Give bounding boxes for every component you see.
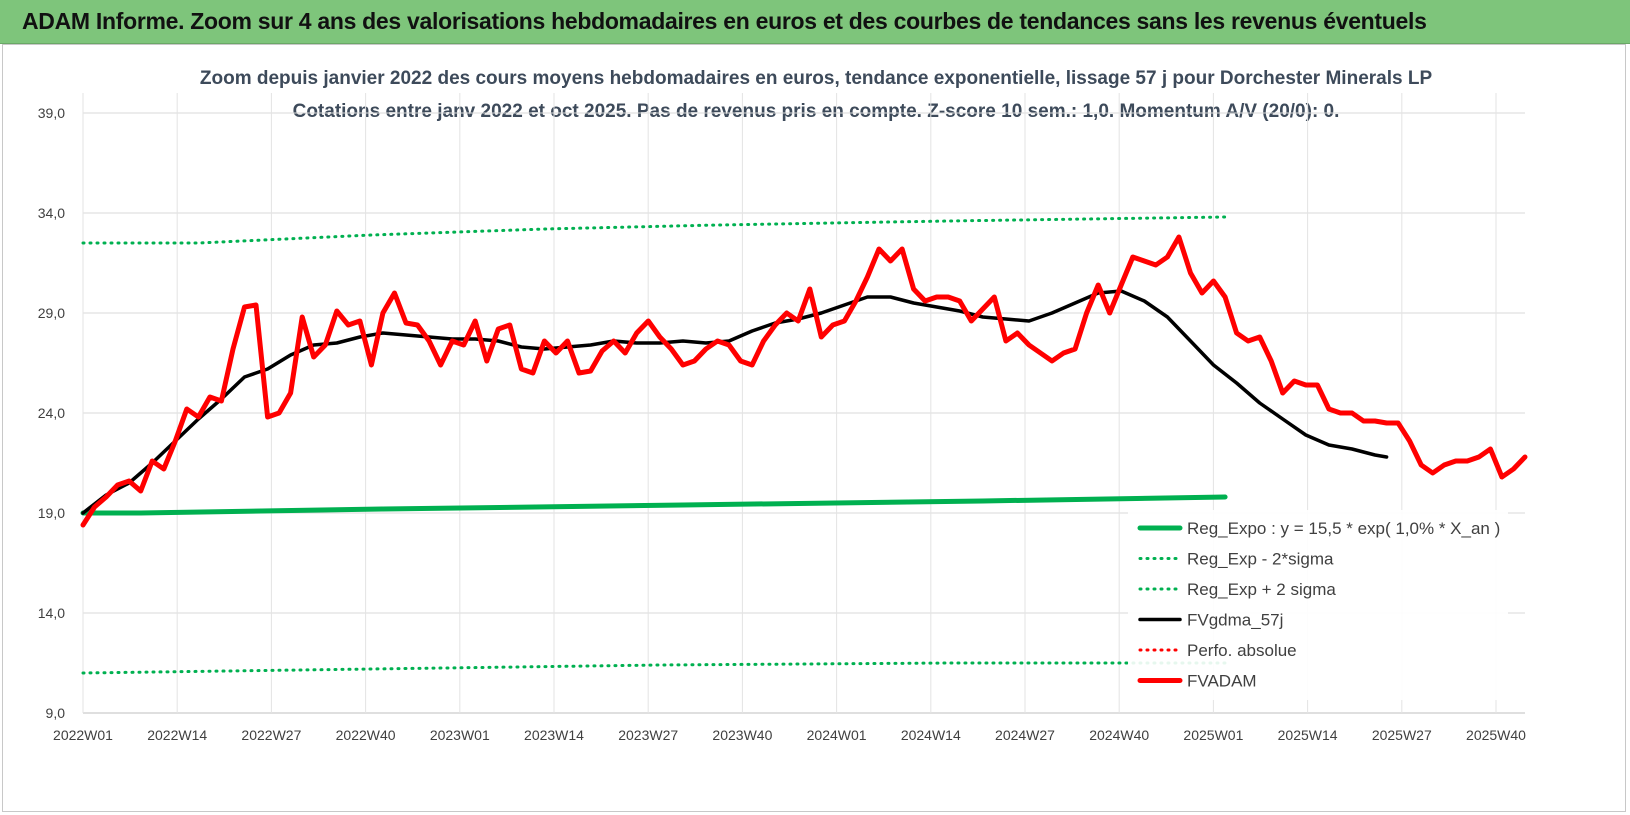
x-tick-label: 2024W01 [807,727,867,743]
y-axis-ticks: 9,0 14,0 19,0 24,0 29,0 34,0 39,0 [38,105,65,721]
y-tick-label: 39,0 [38,105,65,121]
x-tick-label: 2022W14 [147,727,207,743]
page-title: ADAM Informe. Zoom sur 4 ans des valoris… [22,8,1427,34]
x-tick-label: 2024W27 [995,727,1055,743]
series-group [80,215,1528,675]
y-tick-label: 19,0 [38,505,65,521]
y-tick-label: 24,0 [38,405,65,421]
series-line-reg-exp-2-sigma [81,661,1227,675]
series-line-reg-exp-2-sigma [81,215,1227,245]
x-tick-label: 2025W01 [1183,727,1243,743]
series-line-fvgdma-57j [81,289,1389,515]
x-tick-label: 2022W01 [53,727,113,743]
legend-entry: Perfo. absolue [1187,641,1297,660]
header-banner: ADAM Informe. Zoom sur 4 ans des valoris… [0,0,1630,44]
x-tick-label: 2023W27 [618,727,678,743]
x-tick-label: 2025W27 [1372,727,1432,743]
series-line-fvadam [80,234,1528,528]
y-tick-label: 14,0 [38,605,65,621]
y-tick-label: 9,0 [46,705,66,721]
chart-subtitle: Cotations entre janv 2022 et oct 2025. P… [293,101,1340,122]
x-tick-label: 2024W14 [901,727,961,743]
x-tick-label: 2025W40 [1466,727,1526,743]
y-tick-label: 34,0 [38,205,65,221]
legend-entry: Reg_Exp - 2*sigma [1187,550,1334,569]
legend-entry: Reg_Expo : y = 15,5 * exp( 1,0% * X_an ) [1187,519,1500,538]
y-tick-label: 29,0 [38,305,65,321]
x-axis-ticks: 2022W01 2022W14 2022W27 2022W40 2023W01 2023W… [53,727,1526,743]
chart-title: Zoom depuis janvier 2022 des cours moyen… [200,68,1433,89]
x-tick-label: 2023W14 [524,727,584,743]
x-tick-label: 2025W14 [1278,727,1338,743]
x-tick-label: 2023W01 [430,727,490,743]
legend-background [1128,510,1508,700]
x-tick-label: 2024W40 [1089,727,1149,743]
x-tick-label: 2022W27 [241,727,301,743]
series-line-reg-expo-y-15-5-exp-1-0-x-an [80,494,1228,516]
legend: Reg_Expo : y = 15,5 * exp( 1,0% * X_an )… [1128,510,1508,700]
x-tick-label: 2023W40 [712,727,772,743]
legend-entry: Reg_Exp + 2 sigma [1187,580,1336,599]
legend-entry: FVADAM [1187,672,1257,691]
x-tick-label: 2022W40 [336,727,396,743]
legend-entry: FVgdma_57j [1187,611,1283,630]
